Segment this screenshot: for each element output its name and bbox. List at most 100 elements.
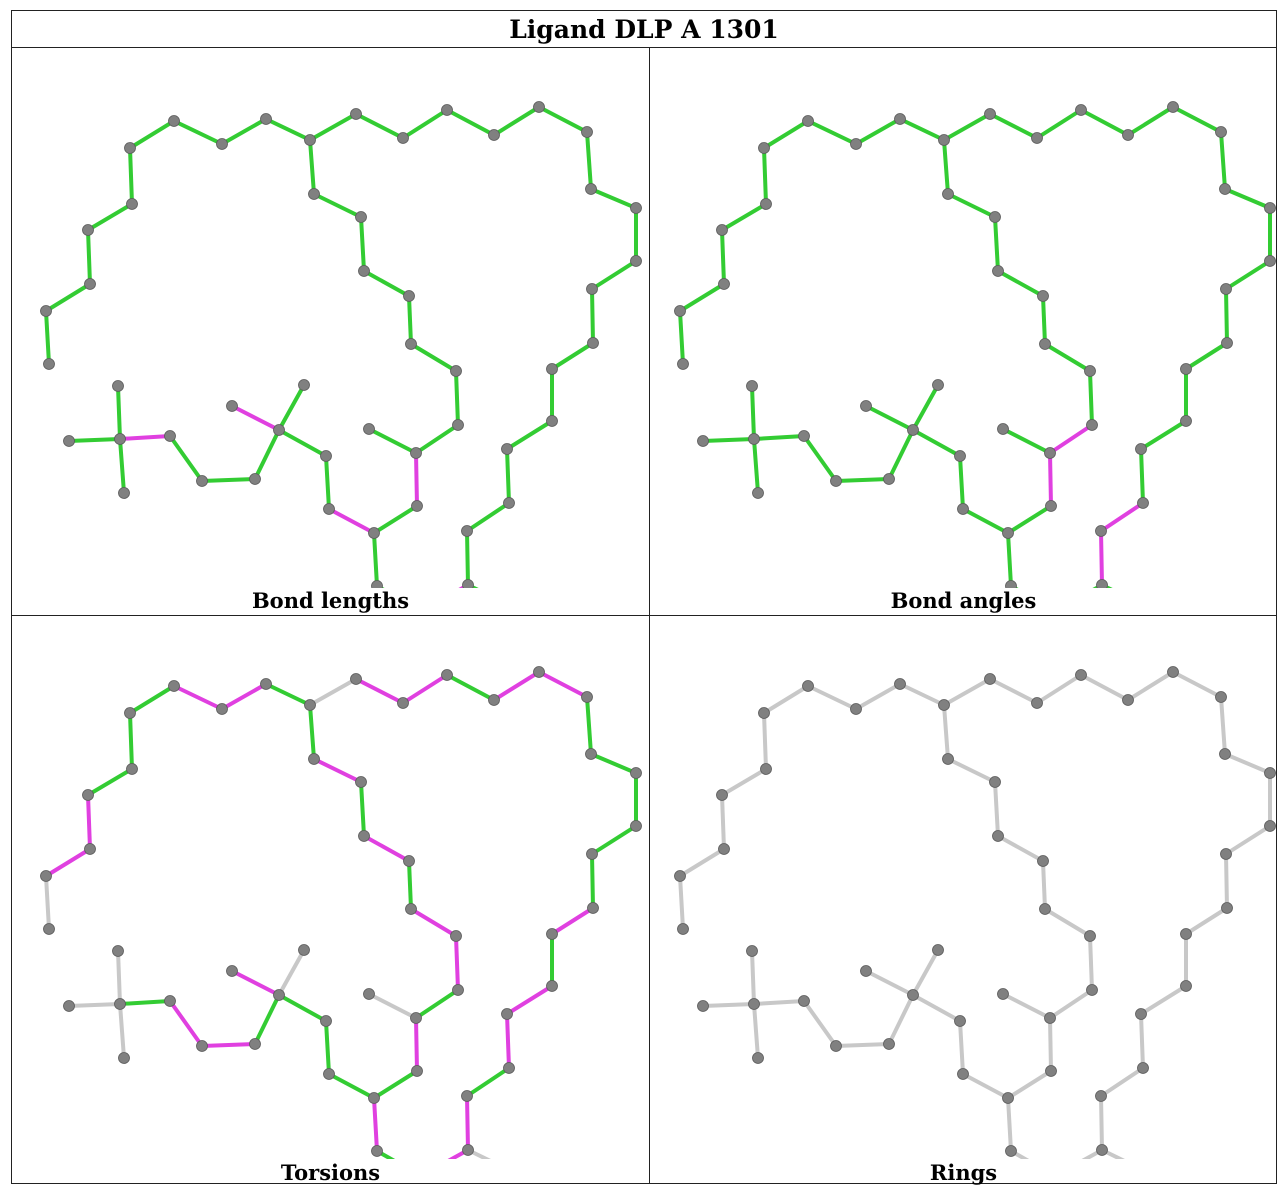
bond (454, 934, 460, 992)
bond (414, 451, 419, 508)
atom (630, 767, 642, 779)
atom (43, 923, 55, 935)
bond (1001, 427, 1052, 455)
bond (1099, 501, 1145, 533)
bond (67, 437, 122, 443)
atom (907, 989, 919, 1001)
bond (750, 384, 756, 441)
atom (954, 1015, 966, 1027)
atom (112, 380, 124, 392)
atom (216, 703, 228, 715)
bond (720, 202, 768, 232)
atom (630, 820, 642, 832)
bond (898, 682, 946, 707)
figure-title: Ligand DLP A 1301 (12, 11, 1276, 48)
bond (67, 1002, 122, 1008)
bond (961, 1072, 1010, 1100)
atom (758, 707, 770, 719)
atom (587, 902, 599, 914)
bond (86, 767, 134, 797)
bond (854, 117, 902, 146)
bond (466, 1148, 491, 1159)
atom (84, 843, 96, 855)
bond (505, 447, 511, 505)
bond (1048, 988, 1094, 1020)
bond (537, 670, 589, 699)
bond (308, 138, 316, 196)
bond (589, 187, 638, 210)
atom (1215, 691, 1227, 703)
atom (40, 305, 52, 317)
bond (996, 269, 1045, 298)
bond (277, 383, 306, 432)
atom (461, 1090, 473, 1102)
atom (403, 855, 415, 867)
bond (911, 948, 940, 997)
atom (989, 776, 1001, 788)
bond (1088, 369, 1094, 427)
row-divider (12, 615, 1277, 616)
atom (1096, 579, 1108, 588)
bond (1219, 695, 1227, 756)
bond (911, 993, 962, 1023)
atom (798, 430, 810, 442)
bond (911, 383, 940, 432)
bond (854, 682, 902, 711)
bond (1079, 108, 1130, 137)
bond (372, 1096, 379, 1153)
atom (1122, 694, 1134, 706)
bond (407, 294, 413, 346)
bond (946, 757, 997, 784)
atom (860, 965, 872, 977)
atom (932, 379, 944, 391)
bond (1041, 294, 1047, 346)
bond (414, 1016, 419, 1073)
atom (461, 525, 473, 537)
atom (716, 789, 728, 801)
bond (445, 108, 496, 137)
atom (1221, 902, 1233, 914)
bond (1224, 824, 1272, 856)
bond (312, 757, 363, 784)
atom (546, 928, 558, 940)
atom (196, 1040, 208, 1052)
atom (411, 1065, 423, 1077)
atom (984, 108, 996, 120)
atom (581, 126, 593, 138)
panel-torsions: Torsions (12, 616, 649, 1185)
bond-layer (678, 670, 1272, 1159)
bond (1048, 423, 1094, 455)
atom (1005, 1145, 1017, 1157)
atom (883, 1038, 895, 1050)
atom (63, 1000, 75, 1012)
atom (1221, 337, 1233, 349)
bond (200, 477, 257, 483)
bond-layer (44, 105, 638, 588)
atom (1045, 500, 1057, 512)
atom (850, 703, 862, 715)
bond (590, 824, 638, 856)
bond (1006, 504, 1053, 535)
atom (677, 923, 689, 935)
atom (355, 776, 367, 788)
bond (678, 847, 726, 878)
atom (752, 1052, 764, 1064)
bond (720, 767, 768, 797)
molecule-bond-lengths (40, 101, 642, 588)
bond-layer (678, 105, 1272, 588)
bond (407, 859, 413, 911)
atom (1137, 1062, 1149, 1074)
bond (834, 1042, 891, 1048)
bond (372, 504, 419, 535)
bond (220, 682, 268, 711)
atom (718, 278, 730, 290)
atom (830, 1040, 842, 1052)
atom (441, 104, 453, 116)
bond (1048, 451, 1053, 508)
bond (585, 695, 593, 756)
atom (1095, 1090, 1107, 1102)
bond (505, 984, 554, 1016)
atom (630, 202, 642, 214)
atom (802, 115, 814, 127)
bond (308, 703, 316, 761)
